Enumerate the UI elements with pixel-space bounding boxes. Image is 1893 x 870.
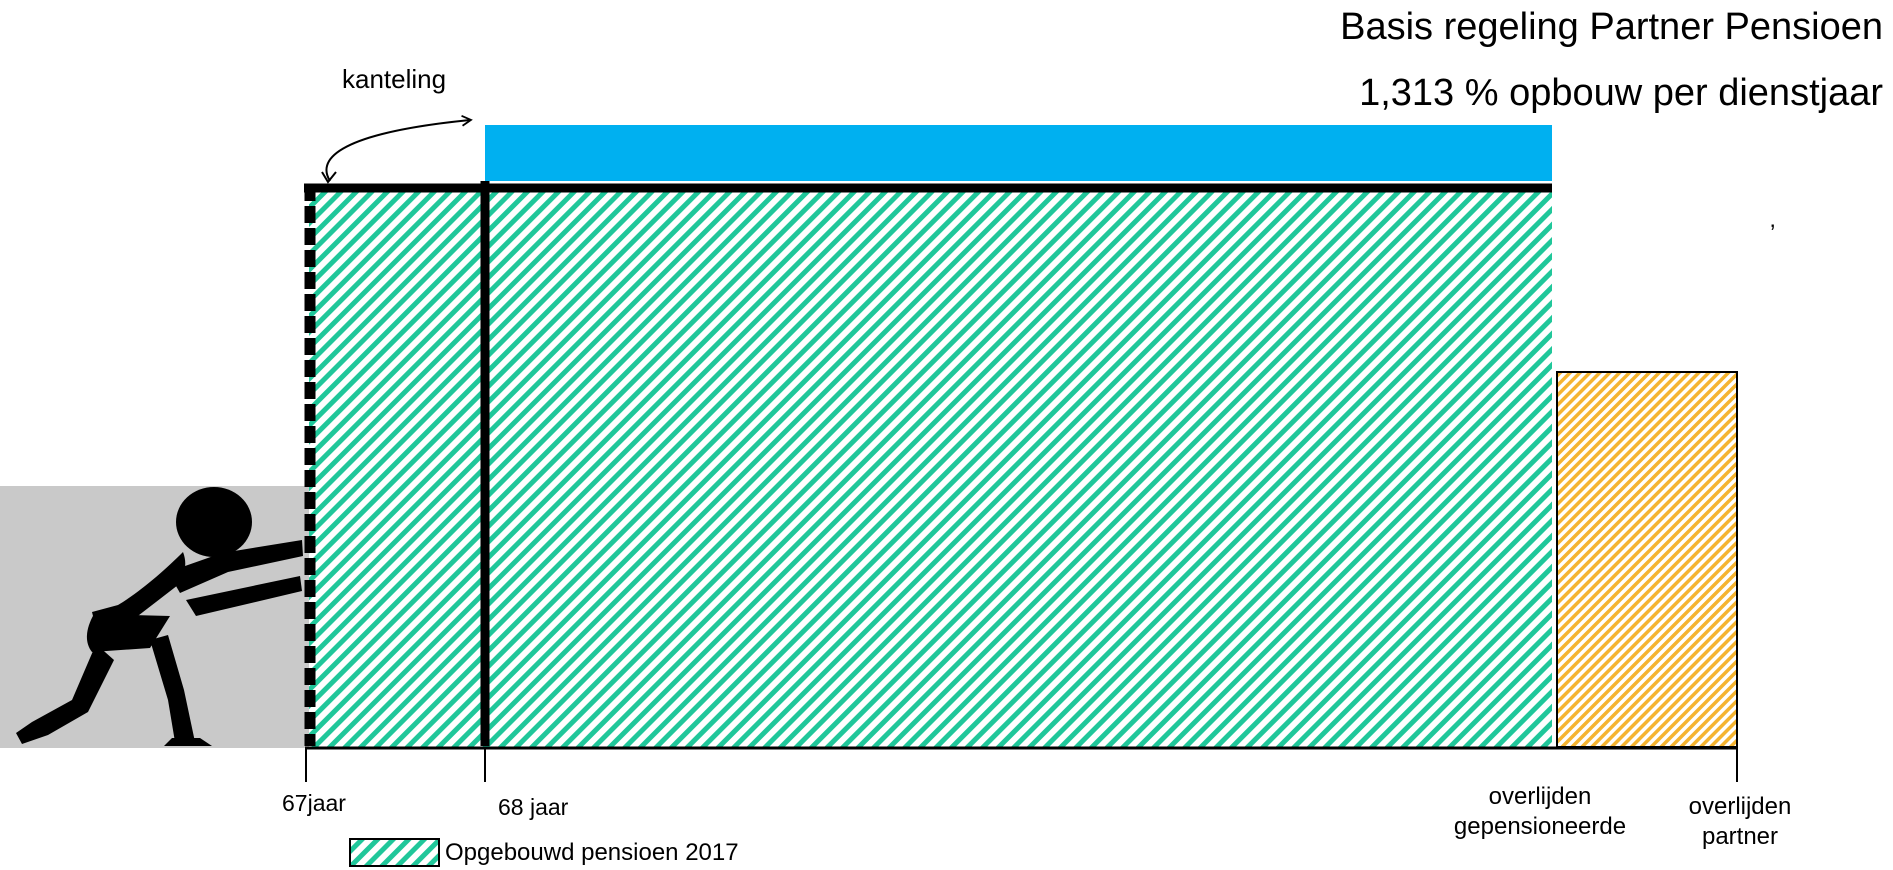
opgebouwd-pensioen-block [309, 186, 1552, 747]
overlijden-partner-line1: overlijden [1688, 793, 1792, 820]
kanteling-arrow [325, 114, 473, 182]
blue-band [485, 125, 1552, 181]
overlijden-gepensioneerde-line1: overlijden [1488, 783, 1592, 810]
legend-label: Opgebouwd pensioen 2017 [445, 839, 739, 866]
kanteling-label: kanteling [342, 64, 447, 94]
person-pushing-icon [16, 487, 303, 746]
overlijden-partner-line2: partner [1701, 823, 1779, 850]
age-67-label: 67jaar [282, 790, 346, 816]
kanteling-arrow-tip [321, 171, 337, 184]
overlijden-gepensioneerde-label: overlijden gepensioneerde [1450, 782, 1630, 842]
legend-swatch [349, 838, 440, 867]
diagram-title-line1: Basis regeling Partner Pensioen [1340, 6, 1883, 48]
partner-pensioen-block [1556, 371, 1738, 748]
overlijden-gepensioneerde-line2: gepensioneerde [1453, 813, 1627, 840]
age-68-label: 68 jaar [498, 794, 569, 820]
stray-mark: ’ [1770, 220, 1776, 247]
overlijden-partner-label: overlijden partner [1680, 792, 1800, 852]
diagram-title-line2: 1,313 % opbouw per dienstjaar [1359, 72, 1883, 114]
